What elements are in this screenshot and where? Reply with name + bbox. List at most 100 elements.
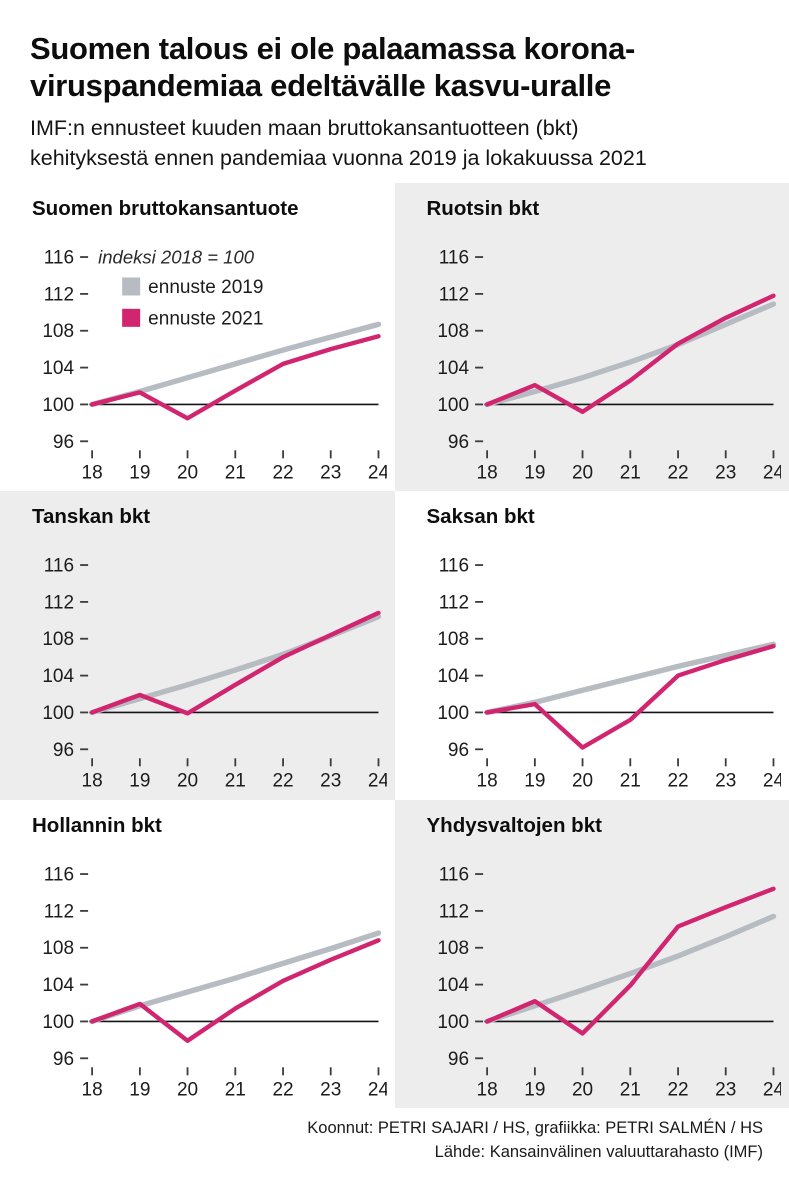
svg-text:96: 96 [447, 740, 468, 761]
page-subtitle: IMF:n ennusteet kuuden maan bruttokansan… [30, 113, 763, 173]
svg-text:104: 104 [42, 975, 74, 996]
svg-text:100: 100 [42, 395, 74, 416]
svg-text:19: 19 [129, 462, 150, 483]
line-chart-sweden: 116 112 108 104 100 96 18 19 20 21 22 23 24 [437, 248, 781, 484]
chart-title-netherlands: Hollannin bkt [32, 813, 162, 837]
svg-text:96: 96 [53, 432, 74, 453]
svg-text:21: 21 [619, 771, 640, 792]
svg-text:100: 100 [437, 703, 469, 724]
svg-text:21: 21 [225, 1079, 246, 1100]
svg-text:100: 100 [437, 395, 469, 416]
svg-text:18: 18 [476, 1079, 497, 1100]
svg-text:23: 23 [320, 462, 341, 483]
svg-text:18: 18 [476, 771, 497, 792]
svg-text:116: 116 [438, 864, 468, 885]
svg-text:112: 112 [44, 284, 74, 305]
svg-text:100: 100 [42, 1012, 74, 1033]
chart-title-denmark: Tanskan bkt [32, 505, 151, 529]
footer: Koonnut: PETRI SAJARI / HS, grafiikka: P… [0, 1116, 789, 1164]
svg-text:20: 20 [177, 1079, 198, 1100]
svg-text:20: 20 [571, 462, 592, 483]
svg-text:104: 104 [437, 666, 469, 687]
chart-panel-usa: Yhdysvaltojen bkt 116 112 108 104 100 96 18 19 2… [394, 799, 789, 1109]
svg-text:100: 100 [437, 1012, 469, 1033]
svg-text:indeksi 2018 = 100: indeksi 2018 = 100 [98, 247, 255, 268]
svg-text:96: 96 [53, 1048, 74, 1069]
svg-text:24: 24 [762, 771, 781, 792]
svg-text:104: 104 [42, 358, 74, 379]
line-chart-germany: 116 112 108 104 100 96 18 19 20 21 22 23 24 [437, 556, 781, 792]
svg-text:19: 19 [524, 1079, 545, 1100]
svg-text:21: 21 [619, 462, 640, 483]
page-title-line-1: Suomen talous ei ole palaamassa korona- [30, 31, 636, 66]
svg-text:108: 108 [437, 321, 469, 342]
page-title: Suomen talous ei ole palaamassa korona-v… [30, 30, 763, 104]
chart-panel-denmark: Tanskan bkt 116 112 108 104 100 96 18 19 20 21 22 2… [0, 491, 395, 800]
svg-text:20: 20 [177, 462, 198, 483]
svg-text:23: 23 [715, 462, 736, 483]
svg-text:24: 24 [762, 462, 781, 483]
chart-title-germany: Saksan bkt [426, 505, 535, 529]
chart-panel-germany: Saksan bkt 116 112 108 104 100 96 18 19 20 21 22 23… [394, 491, 789, 800]
svg-text:116: 116 [438, 556, 468, 577]
svg-text:23: 23 [715, 1079, 736, 1100]
svg-text:20: 20 [571, 1079, 592, 1100]
svg-text:22: 22 [667, 462, 688, 483]
svg-text:104: 104 [437, 975, 469, 996]
svg-text:112: 112 [44, 901, 74, 922]
svg-text:96: 96 [447, 1048, 468, 1069]
svg-text:23: 23 [715, 771, 736, 792]
line-chart-denmark: 116 112 108 104 100 96 18 19 20 21 22 23 24 [42, 556, 387, 792]
svg-text:24: 24 [368, 771, 387, 792]
svg-text:108: 108 [437, 938, 469, 959]
svg-text:20: 20 [571, 771, 592, 792]
chart-panel-sweden: Ruotsin bkt 116 112 108 104 100 96 18 19 20 21 22 2… [394, 183, 789, 492]
svg-text:23: 23 [320, 1079, 341, 1100]
svg-text:116: 116 [44, 248, 74, 269]
svg-text:23: 23 [320, 771, 341, 792]
svg-text:104: 104 [437, 358, 469, 379]
svg-text:24: 24 [762, 1079, 781, 1100]
svg-text:18: 18 [82, 462, 103, 483]
svg-text:24: 24 [368, 462, 387, 483]
svg-text:108: 108 [42, 938, 74, 959]
charts-grid: Suomen bruttokansantuote 116 112 108 104 100… [0, 183, 789, 1109]
svg-text:19: 19 [524, 771, 545, 792]
svg-text:22: 22 [272, 1079, 293, 1100]
svg-text:18: 18 [476, 462, 497, 483]
line-chart-usa: 116 112 108 104 100 96 18 19 20 21 22 23 24 [437, 864, 781, 1100]
svg-text:19: 19 [129, 1079, 150, 1100]
svg-text:108: 108 [42, 321, 74, 342]
chart-title-finland: Suomen bruttokansantuote [32, 197, 299, 220]
svg-text:19: 19 [524, 462, 545, 483]
svg-text:18: 18 [82, 1079, 103, 1100]
svg-text:21: 21 [225, 462, 246, 483]
svg-text:18: 18 [82, 771, 103, 792]
svg-text:20: 20 [177, 771, 198, 792]
svg-text:ennuste 2019: ennuste 2019 [148, 277, 263, 298]
page-title-line-2: viruspandemiaa edeltävälle kasvu-uralle [30, 68, 612, 103]
svg-text:112: 112 [438, 593, 468, 614]
svg-text:112: 112 [438, 284, 468, 305]
header: Suomen talous ei ole palaamassa korona-v… [0, 0, 789, 177]
svg-text:112: 112 [438, 901, 468, 922]
svg-text:21: 21 [619, 1079, 640, 1100]
svg-text:104: 104 [42, 666, 74, 687]
svg-text:24: 24 [368, 1079, 387, 1100]
svg-text:21: 21 [225, 771, 246, 792]
svg-text:116: 116 [438, 248, 468, 269]
source-line: Lähde: Kansainvälinen valuuttarahasto (I… [434, 1143, 763, 1162]
svg-text:108: 108 [42, 630, 74, 651]
svg-text:22: 22 [272, 771, 293, 792]
svg-text:96: 96 [447, 432, 468, 453]
svg-text:112: 112 [44, 593, 74, 614]
line-chart-finland: 116 112 108 104 100 96 18 19 20 21 22 23 24 indeksi 2… [42, 247, 387, 484]
svg-text:22: 22 [667, 771, 688, 792]
credit-line: Koonnut: PETRI SAJARI / HS, grafiikka: P… [307, 1119, 763, 1138]
chart-panel-finland: Suomen bruttokansantuote 116 112 108 104 100… [0, 183, 395, 492]
chart-panel-netherlands: Hollannin bkt 116 112 108 104 100 96 18 19 20 21 2… [0, 799, 395, 1109]
svg-text:22: 22 [667, 1079, 688, 1100]
page-subtitle-line-1: IMF:n ennusteet kuuden maan bruttokansan… [30, 116, 579, 140]
svg-text:19: 19 [129, 771, 150, 792]
